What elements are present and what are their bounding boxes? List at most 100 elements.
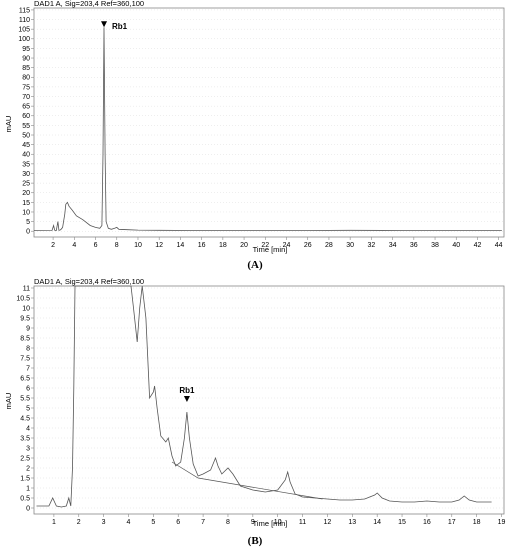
y-tick-label: 15 [22,200,30,207]
figure-caption-b: (B) [247,535,263,547]
x-tick-label: 34 [389,242,397,249]
x-tick-label: 3 [102,519,106,526]
y-tick-label: 11 [23,285,30,292]
y-tick-label: 80 [22,75,30,82]
x-tick-label: 2 [77,519,81,526]
x-tick-label: 8 [115,242,119,249]
x-tick-label: 42 [474,242,482,249]
y-tick-label: 0 [26,229,30,236]
x-tick-label: 4 [72,242,76,249]
y-tick-label: 20 [22,190,30,197]
y-grid [34,287,504,509]
x-tick-label: 22 [261,242,269,249]
chromatogram-b: DAD1 A, Sig=203,4 Ref=360,100 0 0.5 1 1.5 2 2… [4,277,506,528]
y-axis-label: mAU [4,393,13,410]
y-tick-label: 5.5 [20,395,30,402]
chart-header: DAD1 A, Sig=203,4 Ref=360,100 [34,277,144,286]
x-tick-label: 2 [51,242,55,249]
x-tick-label: 16 [198,242,206,249]
y-tick-label: 2 [26,465,30,472]
y-tick-label: 9.5 [20,315,30,322]
y-tick-label: 50 [22,132,30,139]
chromatogram-a: DAD1 A, Sig=203,4 Ref=360,100 0510152025… [4,0,505,254]
y-tick-label: 9 [26,325,30,332]
x-tick-label: 38 [431,242,439,249]
x-tick-label: 8 [226,519,230,526]
y-tick-label: 3 [26,445,30,452]
x-tick-label: 14 [373,519,381,526]
x-tick-label: 18 [473,519,481,526]
y-grid [34,9,504,232]
y-tick-label: 1 [26,485,30,492]
x-tick-label: 7 [201,519,205,526]
y-tick-label: 2.5 [20,455,30,462]
x-tick-label: 18 [219,242,227,249]
x-tick-label: 16 [423,519,431,526]
y-tick-label: 4.5 [20,415,30,422]
y-tick-label: 45 [22,142,30,149]
x-tick-label: 32 [367,242,375,249]
y-tick-label: 110 [19,17,30,24]
x-tick-label: 6 [94,242,98,249]
x-tick-label: 12 [155,242,163,249]
y-tick-label: 65 [22,104,30,111]
x-tick-label: 12 [324,519,332,526]
x-tick-label: 24 [283,242,291,249]
peak-annotation: Rb1 [101,21,128,31]
peak-annotation: Rb1 [179,386,195,402]
y-tick-label: 4 [26,425,30,432]
x-axis-label: Time [min] [253,245,288,254]
y-tick-label: 6 [26,385,30,392]
plot-frame [33,285,505,515]
plot-frame [33,7,505,238]
peak-baseline [171,461,323,500]
y-tick-label: 7 [26,365,30,372]
y-tick-label: 6.5 [20,375,30,382]
peak-marker-icon [183,396,190,402]
y-tick-label: 40 [22,152,30,159]
y-tick-label: 105 [18,27,30,34]
x-tick-label: 40 [452,242,460,249]
y-tick-label: 70 [22,94,30,101]
y-tick-label: 75 [22,84,30,91]
peak-label: Rb1 [179,386,195,395]
x-tick-label: 26 [304,242,312,249]
y-tick-label: 85 [22,65,30,72]
y-tick-label: 10.5 [16,295,30,302]
y-tick-label: 5 [26,219,30,226]
signal-trace [33,27,502,231]
y-tick-label: 25 [22,181,30,188]
x-tick-label: 30 [346,242,354,249]
y-ticks: 0 5 10 15 20 25 30 35 40 45 50 55 60 65 70 75 80 85 90 95 10… [18,7,34,236]
x-axis-label: Time [min] [253,519,288,528]
y-tick-label: 60 [22,113,30,120]
chart-header: DAD1 A, Sig=203,4 Ref=360,100 [34,0,144,8]
x-tick-label: 17 [448,519,456,526]
peak-label: Rb1 [112,22,128,31]
y-tick-label: 35 [22,161,30,168]
y-tick-label: 115 [19,7,30,14]
y-tick-label: 55 [22,123,30,130]
x-tick-label: 20 [240,242,248,249]
peak-marker-icon [101,21,108,28]
x-tick-label: 1 [52,519,56,526]
x-tick-label: 10 [134,242,142,249]
x-tick-label: 44 [495,242,503,249]
x-tick-label: 4 [127,519,131,526]
x-tick-label: 11 [299,519,306,526]
x-tick-label: 15 [398,519,406,526]
x-ticks: 1 2 3 4 5 6 7 8 9 10 11 12 13 14 15 16 17 18 19 [52,514,506,526]
y-tick-label: 8 [26,345,30,352]
y-tick-label: 95 [22,46,30,53]
y-ticks: 0 0.5 1 1.5 2 2.5 3 3.5 4 4.5 5 5.5 6 6.5 7 7.5 8 8.5 9 9.5… [16,285,34,512]
x-tick-label: 19 [498,519,506,526]
y-tick-label: 10 [22,305,30,312]
y-tick-label: 8.5 [20,335,30,342]
x-tick-label: 5 [151,519,155,526]
x-tick-label: 13 [348,519,356,526]
y-tick-label: 100 [18,36,30,43]
y-axis-label: mAU [4,116,13,133]
figure-caption-a: (A) [247,259,263,271]
x-tick-label: 10 [274,519,282,526]
y-tick-label: 1.5 [20,475,30,482]
